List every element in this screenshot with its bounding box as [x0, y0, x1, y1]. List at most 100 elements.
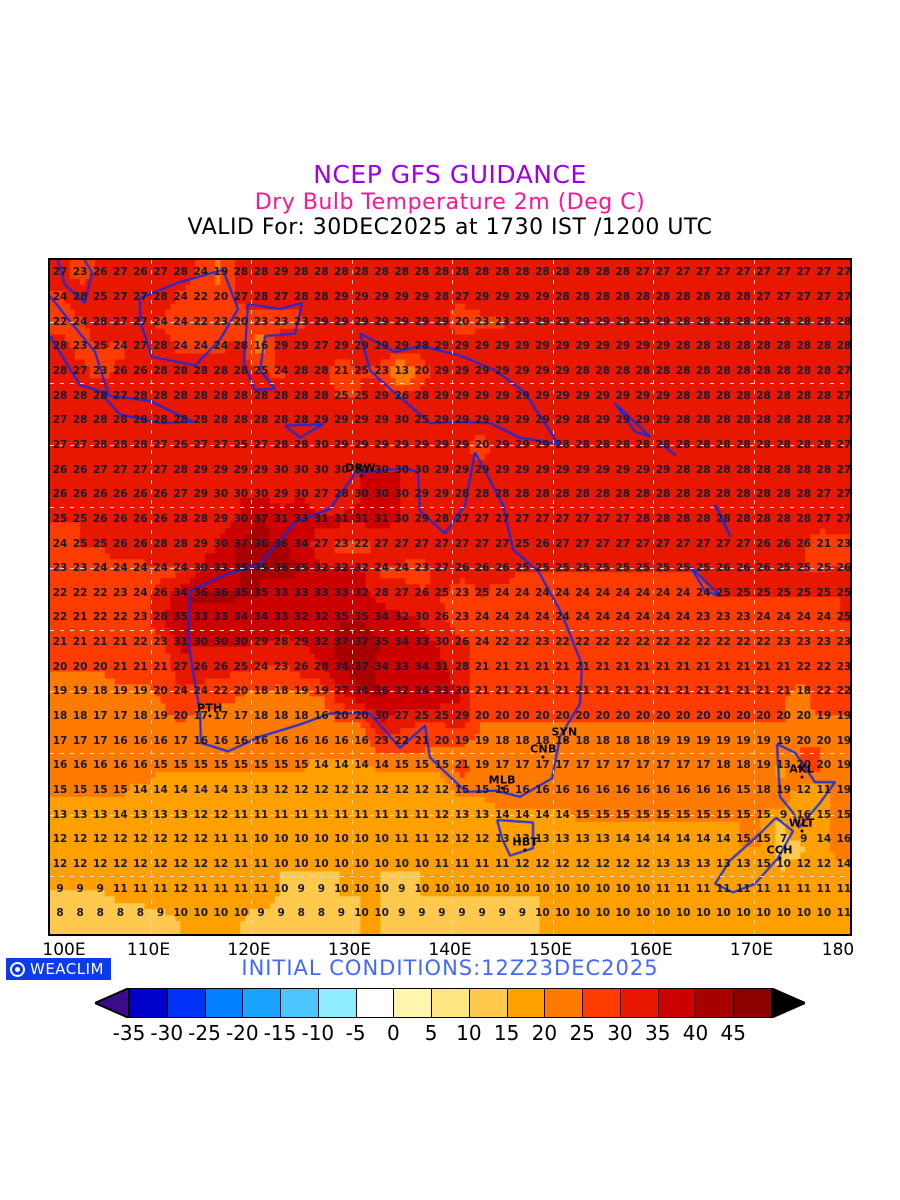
grid-value: 9 [498, 907, 506, 920]
grid-value: 20 [474, 438, 490, 451]
grid-value: 17 [193, 710, 209, 723]
grid-value: 27 [816, 488, 832, 501]
grid-value: 24 [615, 586, 631, 599]
grid-value: 29 [615, 340, 631, 353]
grid-value: 12 [394, 784, 410, 797]
grid-value: 18 [635, 734, 651, 747]
grid-value: 29 [414, 438, 430, 451]
grid-value: 18 [133, 710, 148, 723]
grid-value: 9 [257, 907, 265, 920]
grid-value: 28 [736, 389, 751, 402]
grid-value: 24 [555, 611, 570, 624]
grid-value: 29 [474, 463, 490, 476]
x-axis-label: 110E [126, 940, 171, 960]
grid-value: 17 [535, 759, 550, 772]
grid-value: 20 [716, 710, 731, 723]
grid-value: 27 [816, 290, 832, 303]
temperature-map[interactable]: 27 23 26 27 26 27 28 24 19 28 28 29 28 28 28 28 28 28 28 28… [48, 258, 852, 936]
grid-value: 28 [635, 488, 651, 501]
grid-value: 28 [474, 266, 490, 279]
grid-value: 11 [213, 833, 229, 846]
grid-value: 18 [273, 685, 289, 698]
grid-value: 27 [454, 512, 470, 525]
city-marker [359, 474, 363, 478]
grid-value: 29 [655, 315, 671, 328]
grid-value: 9 [337, 907, 346, 920]
grid-value: 29 [515, 389, 530, 402]
grid-value: 34 [374, 660, 389, 673]
x-axis-label: 160E [629, 940, 673, 960]
grid-value: 29 [575, 389, 590, 402]
grid-value: 27 [113, 290, 128, 303]
grid-value: 20 [675, 710, 691, 723]
grid-value: 28 [716, 512, 731, 525]
grid-value: 21 [816, 537, 832, 550]
grid-value: 15 [675, 808, 691, 821]
grid-value: 21 [555, 685, 570, 698]
grid-value: 28 [796, 438, 812, 451]
grid-value: 9 [297, 882, 305, 895]
grid-value: 23 [454, 611, 470, 624]
grid-value: 29 [454, 463, 470, 476]
grid-value: 29 [454, 710, 470, 723]
grid-value: 21 [334, 364, 349, 377]
grid-value: 16 [113, 759, 128, 772]
grid-value: 22 [92, 611, 108, 624]
grid-value: 17 [695, 759, 711, 772]
grid-value: 16 [52, 759, 68, 772]
grid-value: 25 [515, 537, 530, 550]
grid-value: 10 [374, 882, 389, 895]
grid-value: 27 [153, 438, 168, 451]
grid-value: 26 [736, 562, 751, 575]
grid-value: 26 [756, 537, 771, 550]
grid-value: 19 [52, 685, 68, 698]
grid-value: 13 [535, 833, 550, 846]
grid-value: 14 [675, 833, 691, 846]
grid-value: 12 [133, 833, 148, 846]
grid-value: 28 [675, 463, 691, 476]
grid-value: 29 [595, 315, 611, 328]
grid-value: 8 [136, 907, 145, 920]
grid-value: 34 [253, 611, 269, 624]
grid-value: 28 [635, 364, 651, 377]
grid-value: 14 [555, 808, 570, 821]
grid-value: 24 [213, 340, 229, 353]
grid-value: 21 [153, 660, 168, 673]
grid-value: 10 [334, 858, 349, 871]
city-marker [563, 738, 567, 742]
grid-value: 28 [595, 488, 611, 501]
grid-value: 34 [374, 611, 389, 624]
grid-value: 21 [756, 685, 771, 698]
grid-value: 16 [314, 710, 329, 723]
grid-value: 26 [394, 389, 410, 402]
grid-value: 29 [494, 438, 510, 451]
grid-value: 21 [736, 685, 751, 698]
grid-value: 12 [92, 858, 108, 871]
grid-value: 27 [635, 537, 651, 550]
grid-value: 28 [595, 290, 611, 303]
grid-value: 24 [575, 586, 590, 599]
grid-value: 24 [173, 340, 188, 353]
grid-value: 11 [454, 858, 470, 871]
grid-value: 35 [233, 586, 249, 599]
grid-value: 28 [354, 266, 369, 279]
grid-value: 12 [555, 858, 570, 871]
grid-value: 29 [474, 340, 490, 353]
grid-value: 34 [354, 685, 369, 698]
grid-value: 29 [394, 438, 410, 451]
grid-line-lon [552, 260, 554, 934]
grid-value: 27 [836, 488, 852, 501]
grid-value: 21 [92, 636, 108, 649]
grid-value: 12 [454, 833, 470, 846]
grid-value: 9 [277, 907, 285, 920]
grid-value: 28 [655, 290, 671, 303]
weaclim-logo[interactable]: WEACLIM [6, 958, 112, 980]
grid-value: 21 [52, 636, 68, 649]
x-tick [50, 934, 52, 936]
grid-value: 10 [354, 907, 369, 920]
grid-value: 28 [736, 414, 751, 427]
grid-value: 10 [273, 833, 289, 846]
grid-line-lat [50, 753, 850, 755]
grid-value: 29 [555, 364, 570, 377]
grid-value: 28 [454, 488, 470, 501]
